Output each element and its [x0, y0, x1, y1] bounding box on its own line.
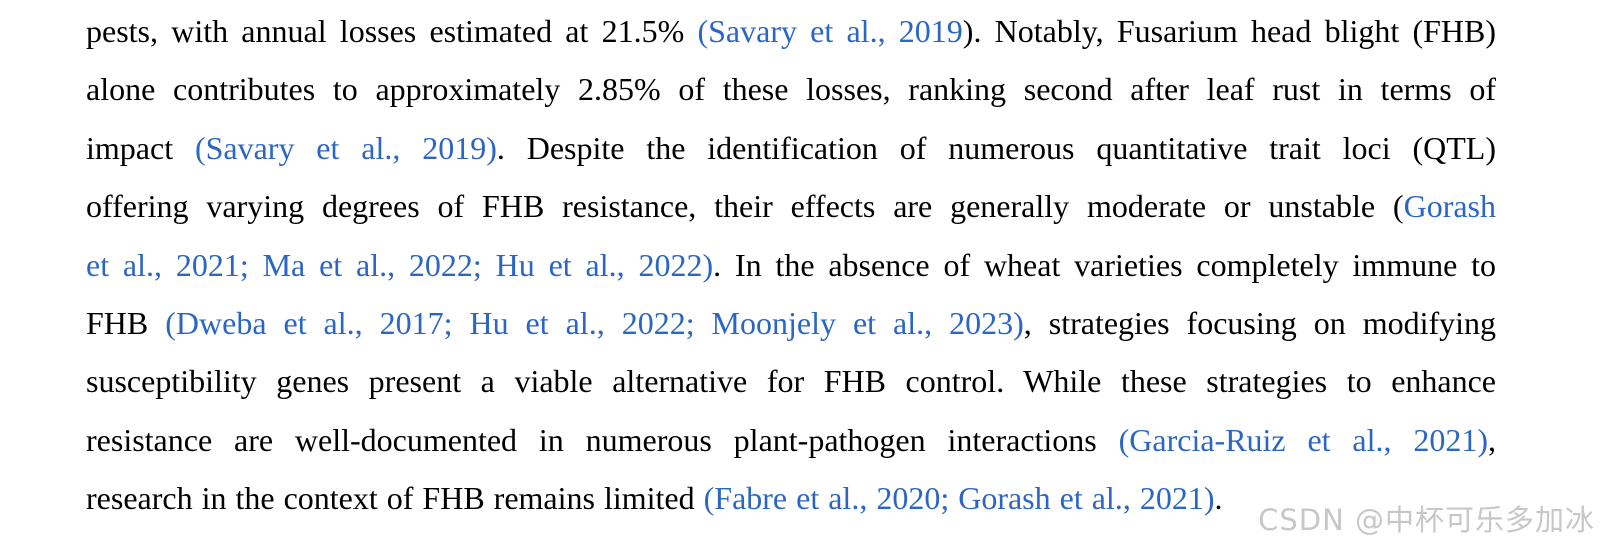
- citation-link[interactable]: (Savary et al., 2019): [194, 129, 497, 166]
- text-line: FHB (Dweba et al., 2017; Hu et al., 2022…: [86, 294, 1496, 352]
- text-segment: impact: [86, 129, 195, 166]
- text-line: susceptibility genes present a viable al…: [86, 352, 1496, 410]
- citation-link[interactable]: (Garcia-Ruiz et al., 2021): [1118, 421, 1489, 458]
- text-line: research in the context of FHB remains l…: [86, 469, 1496, 527]
- text-line: et al., 2021; Ma et al., 2022; Hu et al.…: [86, 236, 1496, 294]
- text-segment: .: [1214, 480, 1223, 517]
- text-segment: research in the context of FHB remains l…: [86, 480, 704, 517]
- text-segment: alone contributes to approximately 2.85%…: [86, 71, 1496, 108]
- text-segment: offering varying degrees of FHB resistan…: [86, 188, 1404, 225]
- citation-link[interactable]: Gorash: [1403, 188, 1496, 225]
- citation-link[interactable]: (Dweba et al., 2017; Hu et al., 2022; Mo…: [165, 304, 1024, 341]
- citation-link[interactable]: et al., 2021; Ma et al., 2022; Hu et al.…: [86, 246, 714, 283]
- text-segment: . Despite the identification of numerous…: [496, 129, 1496, 166]
- citation-link[interactable]: (Fabre et al., 2020; Gorash et al., 2021…: [703, 480, 1215, 517]
- text-line: alone contributes to approximately 2.85%…: [86, 60, 1496, 118]
- text-line: pests, with annual losses estimated at 2…: [86, 2, 1496, 60]
- text-segment: . In the absence of wheat varieties comp…: [713, 246, 1496, 283]
- text-line: offering varying degrees of FHB resistan…: [86, 177, 1496, 235]
- text-segment: susceptibility genes present a viable al…: [86, 363, 1496, 400]
- text-segment: FHB: [86, 304, 166, 341]
- text-segment: , strategies focusing on modifying: [1023, 304, 1496, 341]
- text-line: resistance are well-documented in numero…: [86, 411, 1496, 469]
- text-segment: pests, with annual losses estimated at 2…: [86, 13, 698, 49]
- paragraph: pests, with annual losses estimated at 2…: [86, 2, 1496, 527]
- text-segment: ,: [1488, 421, 1496, 458]
- citation-link[interactable]: (Savary et al., 2019: [697, 13, 963, 49]
- text-line: impact (Savary et al., 2019). Despite th…: [86, 119, 1496, 177]
- text-segment: resistance are well-documented in numero…: [86, 421, 1119, 458]
- text-segment: ). Notably, Fusarium head blight (FHB): [962, 13, 1496, 49]
